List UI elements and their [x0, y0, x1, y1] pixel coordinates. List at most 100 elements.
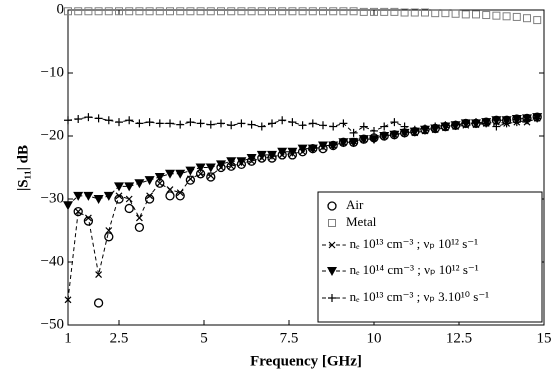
marker [502, 12, 511, 21]
legend-label: - nₑ 10¹³ cm⁻³ ; νₚ 3.10¹⁰ s⁻¹ [342, 289, 489, 304]
marker [83, 216, 94, 226]
marker [124, 203, 134, 214]
marker [135, 119, 144, 128]
marker [441, 9, 450, 18]
marker [197, 170, 205, 178]
marker [217, 119, 225, 128]
marker [349, 128, 358, 137]
marker [247, 7, 256, 16]
marker [358, 135, 369, 145]
marker [115, 118, 123, 127]
marker [533, 16, 542, 25]
marker [319, 7, 327, 16]
marker [278, 116, 287, 125]
marker [339, 119, 348, 128]
marker [156, 179, 164, 187]
marker [74, 208, 82, 216]
marker [431, 122, 440, 131]
marker [298, 7, 307, 16]
marker [175, 191, 185, 201]
marker [103, 191, 114, 201]
marker [410, 8, 419, 17]
legend-label: - nₑ 10¹⁴ cm⁻³ ; νₚ 10¹² s⁻¹ [342, 262, 479, 277]
marker [399, 128, 410, 138]
marker [176, 7, 185, 16]
marker [154, 172, 165, 182]
x-tick-label: 5 [200, 330, 208, 346]
marker [491, 116, 502, 126]
marker [83, 191, 94, 201]
marker [186, 175, 194, 183]
marker [115, 192, 123, 200]
marker [492, 11, 501, 20]
marker [237, 7, 246, 16]
marker [216, 160, 226, 170]
marker [114, 182, 124, 192]
marker [186, 7, 195, 16]
y-tick-label: −20 [41, 127, 64, 143]
marker [297, 144, 308, 154]
x-tick-label: 2.5 [110, 330, 129, 346]
marker [359, 7, 368, 16]
marker [206, 172, 216, 182]
marker [196, 7, 205, 16]
marker [227, 7, 236, 16]
marker [196, 119, 205, 128]
marker [135, 214, 143, 222]
marker [165, 169, 175, 179]
marker [115, 7, 123, 16]
marker [390, 118, 399, 127]
marker [308, 119, 317, 128]
marker [166, 186, 174, 193]
marker [472, 118, 480, 127]
marker [502, 119, 511, 128]
marker [441, 121, 450, 130]
marker [267, 150, 277, 160]
marker [400, 8, 409, 17]
marker [94, 114, 103, 123]
marker [349, 7, 358, 16]
marker [431, 9, 440, 18]
marker [339, 7, 348, 16]
marker [482, 119, 491, 128]
marker [144, 194, 155, 204]
marker [135, 7, 144, 16]
marker [308, 7, 317, 16]
marker [227, 162, 235, 170]
marker [125, 7, 134, 16]
marker [370, 126, 378, 135]
marker [155, 119, 164, 128]
marker [186, 118, 195, 127]
marker [134, 222, 145, 233]
marker [523, 116, 531, 125]
marker [93, 298, 104, 308]
marker [451, 120, 460, 129]
marker [472, 10, 480, 19]
marker [236, 157, 247, 167]
y-tick-label: −30 [41, 190, 64, 206]
marker [125, 116, 134, 125]
marker [64, 7, 72, 16]
marker [104, 7, 113, 16]
marker [64, 296, 72, 304]
marker [176, 189, 184, 197]
y-tick-label: −50 [41, 316, 64, 332]
marker [165, 191, 175, 201]
marker [512, 118, 521, 127]
marker [247, 120, 256, 129]
marker [134, 179, 145, 189]
marker [370, 7, 378, 16]
marker [125, 195, 133, 203]
marker [327, 267, 337, 276]
legend-label: Air [346, 197, 364, 212]
marker [104, 116, 113, 125]
marker [124, 182, 135, 192]
legend-label: Metal [346, 214, 377, 229]
x-axis-label: Frequency [GHz] [250, 353, 362, 369]
marker [268, 7, 276, 16]
marker [84, 113, 93, 122]
marker [206, 120, 215, 129]
y-axis-label: |S₁₁| dB [15, 145, 31, 191]
marker [226, 157, 237, 167]
